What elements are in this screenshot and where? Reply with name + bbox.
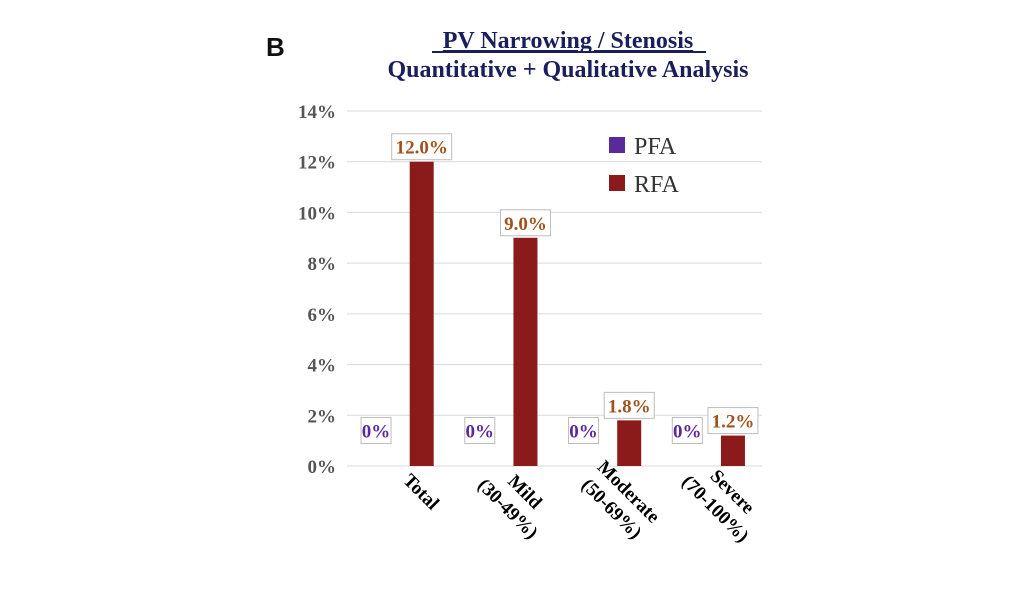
data-labels: 0% 12.0% 0% 9.0% 0% 1.8% 0% 1.2% — [360, 133, 759, 444]
y-tick-label: 2% — [308, 406, 337, 427]
data-label-pfa: 0% — [673, 422, 702, 443]
data-label-rfa: 1.8% — [608, 396, 651, 417]
gridlines — [347, 110, 762, 467]
y-tick-label: 14% — [298, 102, 336, 123]
data-label-box — [707, 407, 759, 435]
x-tick-label: Moderate(50-69%) — [577, 457, 664, 544]
y-tick-label: 4% — [308, 356, 337, 377]
y-tick-label: 10% — [298, 203, 336, 224]
data-label-pfa: 0% — [362, 422, 391, 443]
data-label-box — [568, 417, 600, 444]
bar-rfa — [513, 237, 538, 466]
data-label-pfa: 0% — [466, 422, 495, 443]
data-label-box — [499, 209, 551, 237]
bars — [409, 161, 745, 466]
data-label-box — [671, 417, 703, 444]
x-tick-line: Total — [399, 470, 443, 514]
data-label-box — [360, 417, 392, 444]
panel-label: B — [266, 32, 285, 62]
chart-title: PV Narrowing / Stenosis — [443, 28, 693, 54]
legend: PFA RFA — [609, 134, 680, 198]
y-axis-ticks: 0% 2% 4% 6% 8% 10% 12% 14% — [298, 102, 336, 478]
y-tick-label: 6% — [308, 305, 337, 326]
x-tick-label: Severe(70-100%) — [677, 466, 758, 547]
chart-subtitle: Quantitative + Qualitative Analysis — [387, 57, 748, 83]
data-label-box — [603, 391, 655, 419]
legend-label-rfa: RFA — [634, 172, 680, 198]
x-tick-label: Mild(30-49%) — [473, 471, 546, 543]
data-label-box — [391, 133, 453, 161]
data-label-pfa: 0% — [569, 422, 598, 443]
data-label-rfa: 12.0% — [396, 138, 448, 159]
data-label-rfa: 9.0% — [504, 214, 547, 235]
bar-rfa — [617, 420, 642, 466]
legend-swatch-pfa — [609, 137, 625, 153]
x-axis-ticks: Total Mild(30-49%) Moderate(50-69%) Severe(… — [399, 457, 759, 547]
y-tick-label: 8% — [308, 254, 337, 275]
bar-rfa — [720, 435, 745, 466]
legend-label-pfa: PFA — [634, 134, 677, 160]
data-label-rfa: 1.2% — [712, 412, 755, 433]
bar-rfa — [409, 161, 434, 466]
x-tick-label: Total — [399, 470, 443, 514]
y-tick-label: 12% — [298, 153, 336, 174]
data-label-box — [464, 417, 496, 444]
legend-swatch-rfa — [609, 175, 625, 191]
y-tick-label: 0% — [308, 457, 337, 478]
